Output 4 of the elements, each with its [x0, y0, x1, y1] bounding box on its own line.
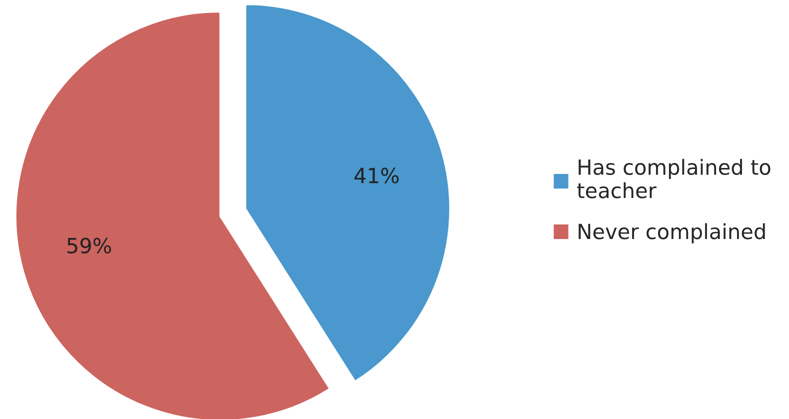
data-label: 59% — [67, 238, 111, 254]
legend-label: Has complained to teacher — [577, 158, 770, 198]
data-label: 41% — [354, 168, 399, 184]
legend-label: Never complained — [578, 223, 765, 244]
